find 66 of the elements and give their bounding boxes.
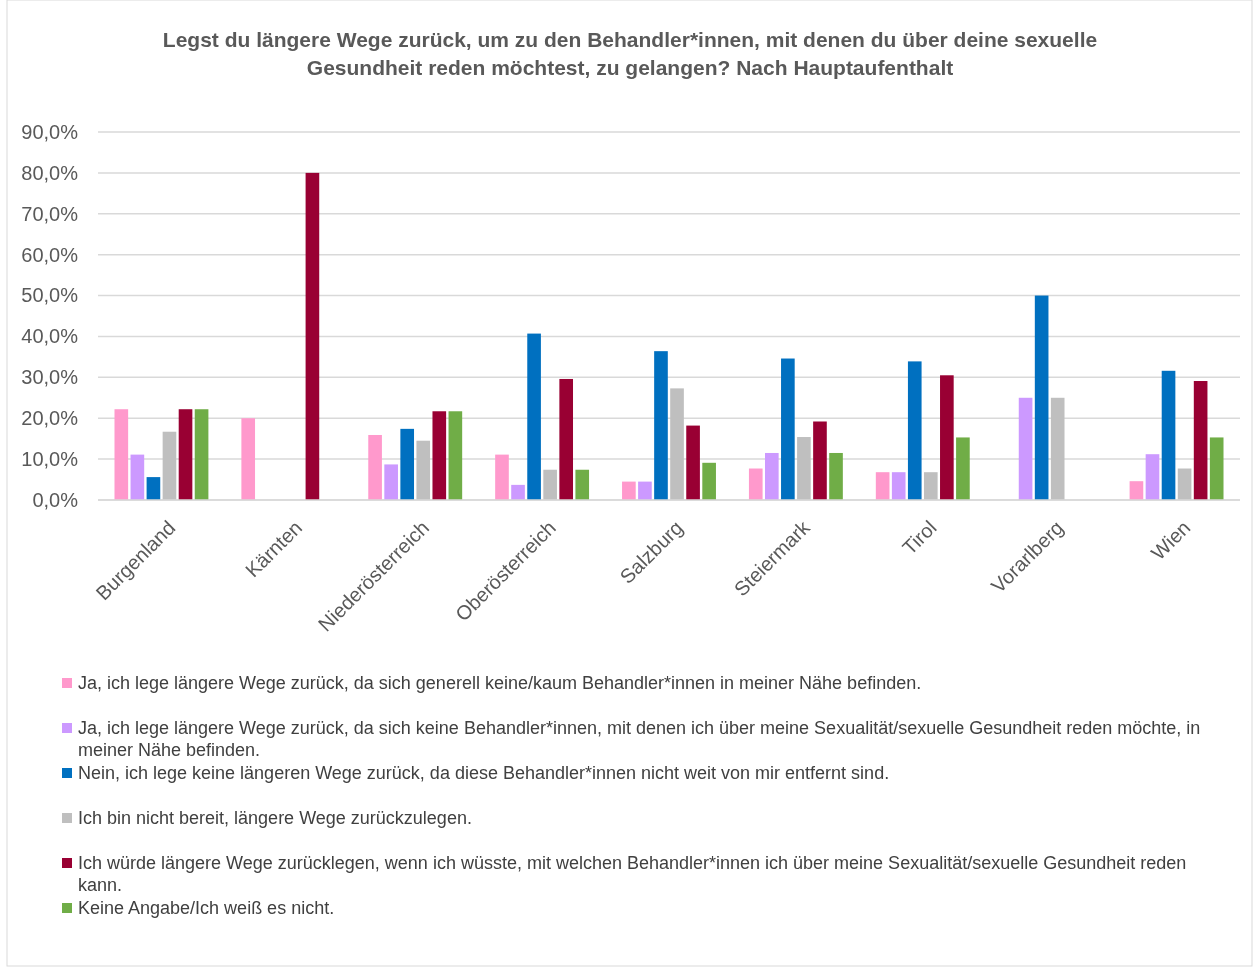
bar [559, 378, 574, 500]
bar [1050, 397, 1065, 500]
bar [781, 358, 795, 500]
bar [384, 464, 398, 500]
bar [527, 333, 541, 500]
bar [448, 411, 463, 500]
bar [829, 452, 843, 500]
bar [400, 428, 415, 500]
bar [1177, 468, 1192, 500]
bar [162, 431, 177, 500]
y-tick-label: 70,0% [21, 202, 79, 225]
bar [654, 351, 668, 500]
bar [1129, 481, 1144, 500]
bar [368, 434, 382, 500]
bar [875, 472, 890, 500]
y-tick-label: 0,0% [32, 488, 79, 511]
bar [416, 440, 431, 500]
bar [146, 477, 161, 500]
bar [797, 437, 811, 500]
y-tick-label: 50,0% [21, 284, 79, 307]
bar [130, 454, 145, 500]
y-tick-label: 60,0% [21, 243, 79, 266]
bar [748, 468, 763, 500]
legend-label: Ich bin nicht bereit, längere Wege zurückzulegen. [78, 808, 472, 828]
bar [543, 469, 557, 500]
bar [956, 437, 970, 500]
bar [511, 484, 525, 500]
bar [686, 425, 700, 500]
bar [1161, 370, 1176, 500]
bar [114, 409, 129, 500]
bar [178, 409, 193, 500]
bar [1193, 381, 1208, 500]
y-tick-label: 90,0% [21, 120, 79, 143]
bar [940, 375, 954, 500]
bar [638, 481, 652, 500]
bar [923, 472, 938, 500]
legend-label: Nein, ich lege keine längeren Wege zurück, da diese Behandler*innen nicht weit von mir entfernt sind. [78, 763, 890, 783]
x-tick-label: Wien [1146, 516, 1195, 565]
bar [194, 409, 209, 500]
bar [891, 472, 906, 500]
legend-label: Ja, ich lege längere Wege zurück, da sich generell keine/kaum Behandler*innen in meiner Nähe befinden. [78, 673, 922, 693]
y-tick-label: 40,0% [21, 325, 79, 348]
bar [1145, 454, 1160, 500]
bar [575, 469, 590, 500]
legend-label: Keine Angabe/Ich weiß es nicht. [78, 898, 335, 918]
bar [764, 452, 779, 500]
legend-label: Ich würde längere Wege zurücklegen, wenn ich wüsste, mit welchen Behandler*innen ich über meine Sexualität/sexuelle Gesundheit reden kann. [78, 853, 1187, 895]
x-tick-label: Tirol [898, 516, 941, 559]
bar [305, 172, 320, 500]
bar [241, 418, 256, 500]
y-tick-label: 30,0% [21, 366, 79, 389]
bar [495, 454, 509, 500]
y-tick-label: 20,0% [21, 407, 79, 430]
bar [1018, 397, 1033, 500]
bar [907, 361, 922, 500]
bar [813, 421, 827, 500]
bar [432, 411, 447, 500]
y-tick-label: 80,0% [21, 161, 79, 184]
bar [1209, 437, 1224, 500]
legend-label: Ja, ich lege längere Wege zurück, da sich keine Behandler*innen, mit denen ich über meine Sexualität/sexuelle Gesundheit reden möchte, in meiner Nähe befinden. [78, 718, 1201, 760]
bar [670, 388, 684, 500]
chart-title: Legst du längere Wege zurück, um zu den Behandler*innen, mit denen du über deine sexuelle Gesundheit reden möchtest, zu gelangen? Nach Hauptaufenthalt [162, 28, 1098, 79]
bar [1034, 295, 1049, 500]
y-tick-label: 10,0% [21, 448, 79, 471]
bar [702, 462, 716, 500]
bar [622, 481, 636, 500]
